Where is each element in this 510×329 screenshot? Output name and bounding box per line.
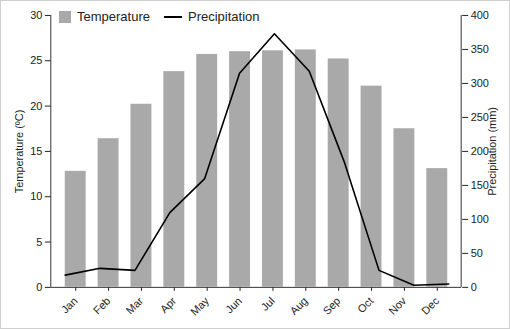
svg-text:0: 0 xyxy=(471,281,477,293)
svg-text:Precipitation (mm): Precipitation (mm) xyxy=(486,107,498,196)
svg-text:Feb: Feb xyxy=(91,295,113,317)
svg-text:Nov: Nov xyxy=(386,294,409,317)
svg-text:Mar: Mar xyxy=(124,294,146,316)
svg-text:Oct: Oct xyxy=(355,295,376,316)
svg-text:0: 0 xyxy=(36,281,42,293)
svg-text:150: 150 xyxy=(470,178,489,191)
svg-text:250: 250 xyxy=(470,110,489,123)
svg-text:25: 25 xyxy=(30,54,42,66)
svg-text:Dec: Dec xyxy=(419,294,442,317)
html-text:Temperature: Temperature xyxy=(77,9,150,24)
svg-text:5: 5 xyxy=(36,236,42,248)
svg-text:350: 350 xyxy=(471,43,489,55)
svg-text:400: 400 xyxy=(471,9,489,21)
svg-text:300: 300 xyxy=(471,77,489,89)
svg-text:Temperature (ºC): Temperature (ºC) xyxy=(13,110,25,194)
svg-text:Jun: Jun xyxy=(223,295,244,316)
svg-text:200: 200 xyxy=(470,144,489,157)
svg-text:May: May xyxy=(188,294,211,317)
svg-text:50: 50 xyxy=(471,247,483,259)
svg-text:Jan: Jan xyxy=(59,295,80,316)
svg-text:Sep: Sep xyxy=(320,295,342,317)
svg-text:Aug: Aug xyxy=(287,295,309,317)
svg-text:Jul: Jul xyxy=(258,295,276,313)
svg-text:30: 30 xyxy=(30,9,42,21)
svg-text:100: 100 xyxy=(471,213,489,225)
html-text:Precipitation: Precipitation xyxy=(188,9,260,24)
svg-text:Apr: Apr xyxy=(158,294,179,315)
svg-text:20: 20 xyxy=(30,100,42,112)
svg-text:10: 10 xyxy=(30,190,42,202)
svg-text:15: 15 xyxy=(30,145,42,157)
